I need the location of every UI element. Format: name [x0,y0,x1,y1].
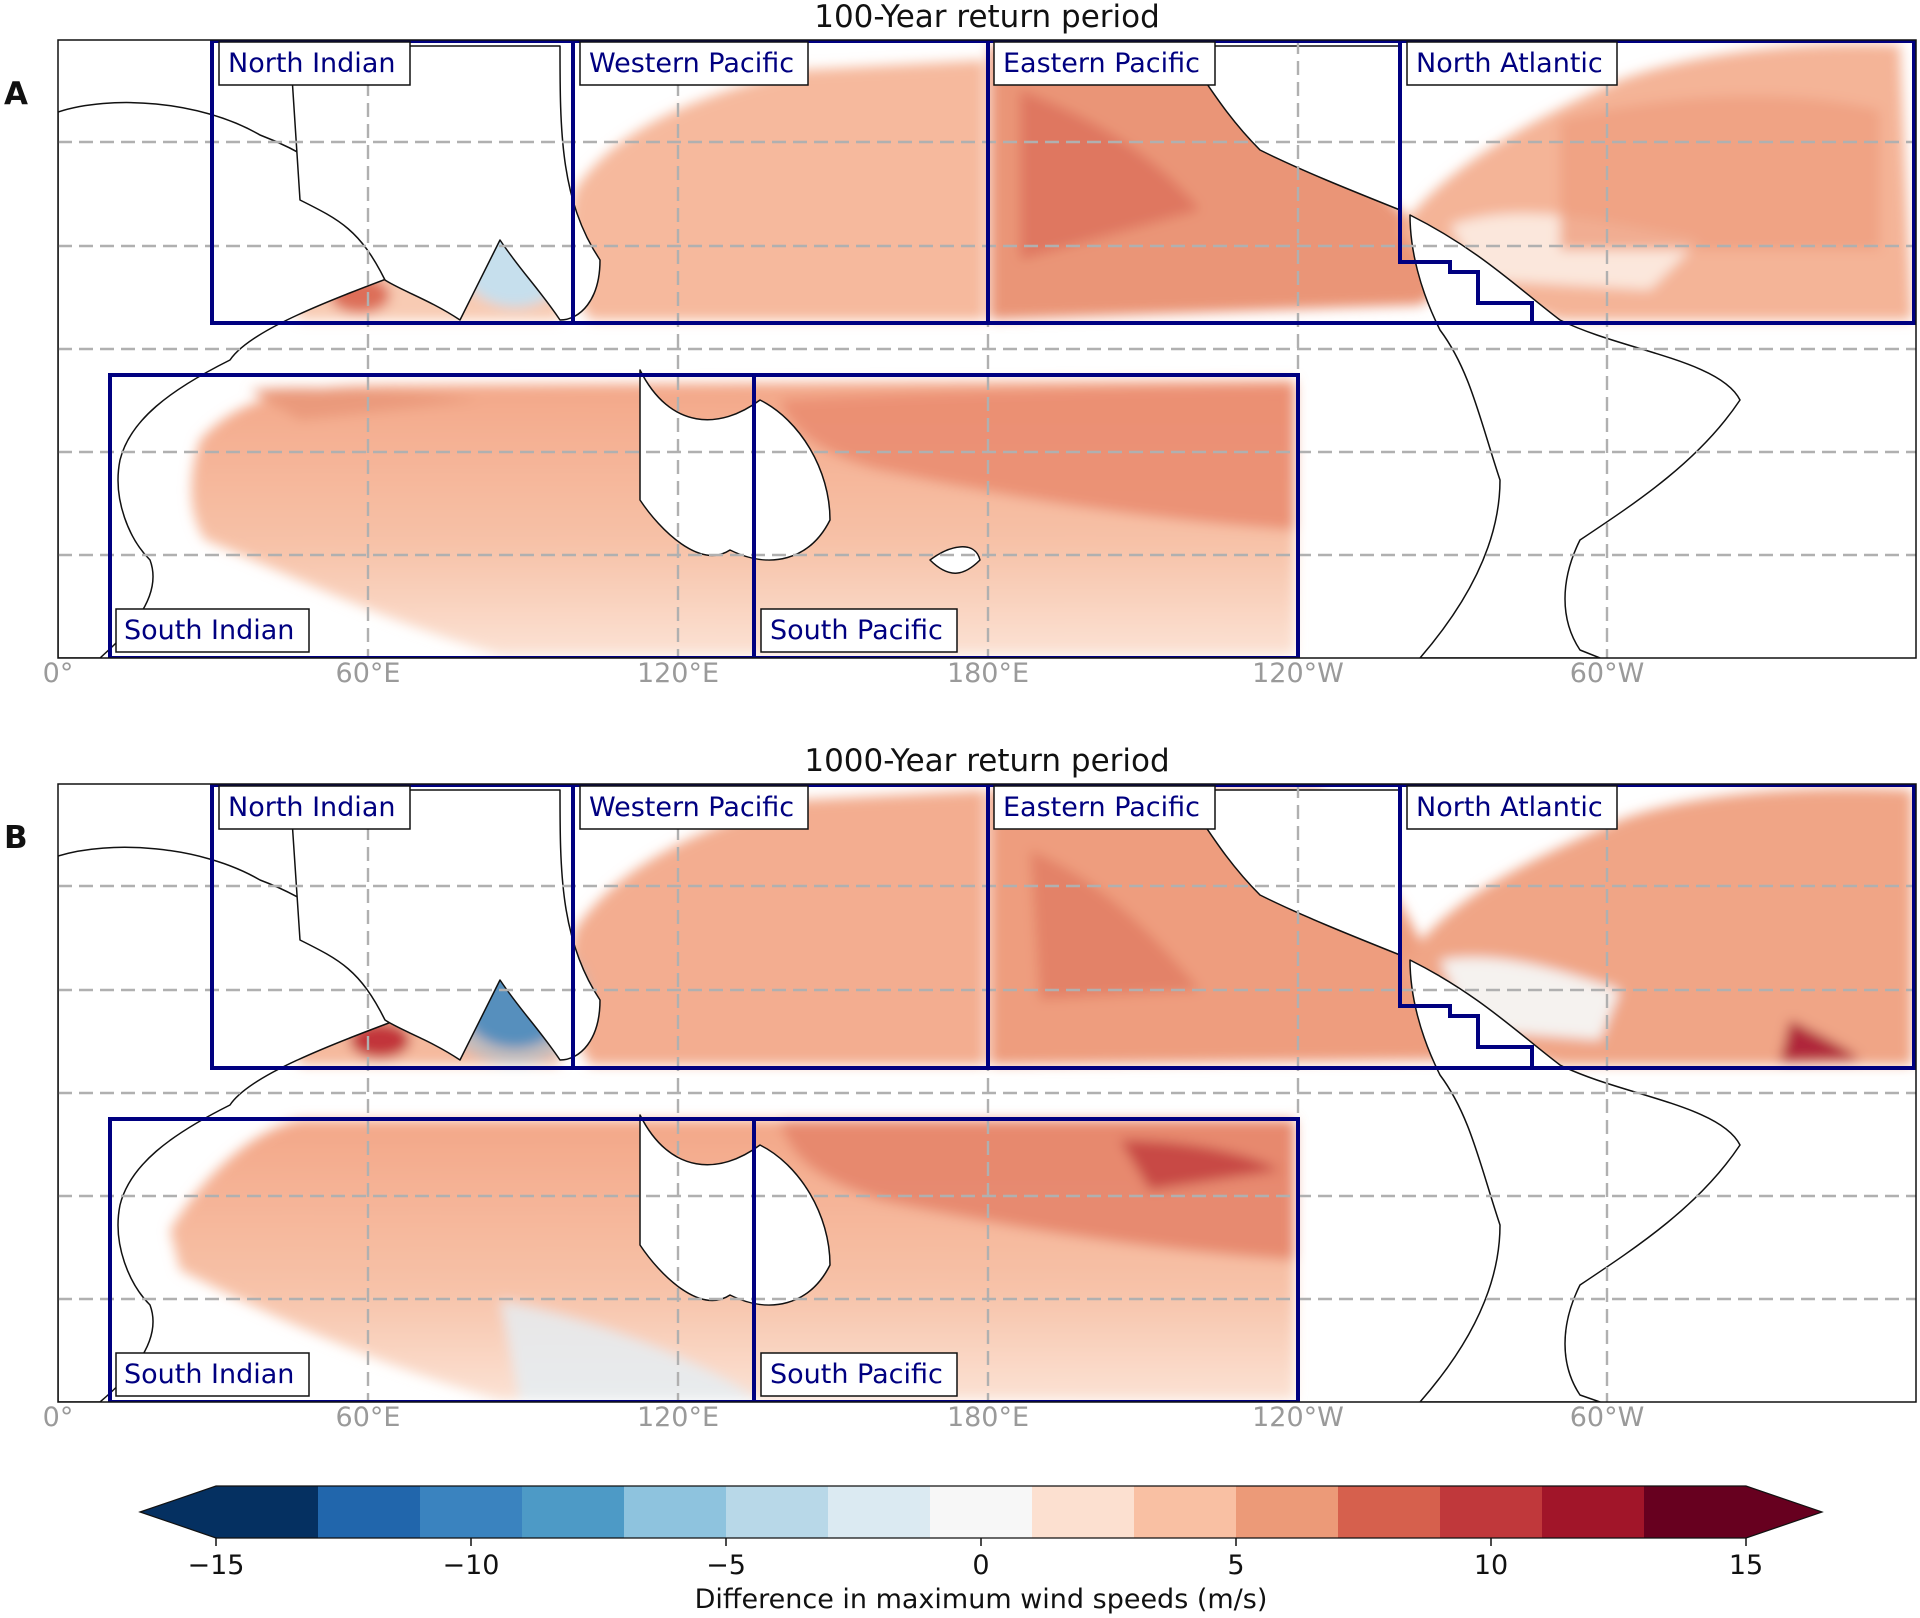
colorbar-tick-label: −5 [706,1550,746,1581]
panel-a-lon-ticks: 0° 60°E 120°E 180°E 120°W 60°W [43,658,1645,689]
label-south-pacific: South Pacific [770,1359,943,1390]
panel-b: 1000-Year return period B [4,743,1917,1433]
colorbar-cell [1542,1486,1645,1538]
panel-a-basin-boxes [108,40,1916,658]
label-western-pacific: Western Pacific [589,48,794,79]
label-north-indian: North Indian [228,48,395,79]
panel-a-frame [57,39,1917,659]
basin-box-north-atlantic [1400,40,1916,325]
colorbar-cell [318,1486,421,1538]
tick-120w: 120°W [1252,1402,1344,1433]
colorbar-cell [1338,1486,1441,1538]
label-eastern-pacific: Eastern Pacific [1003,48,1200,79]
panel-a-title: 100-Year return period [814,0,1160,35]
panel-a-map: North Indian Western Pacific Eastern Pac… [58,40,1916,658]
panel-a-land [58,45,1741,658]
panel-b-basin-labels: North Indian Western Pacific Eastern Pac… [115,785,1618,1397]
colorbar-cell [930,1486,1033,1538]
colorbar-cell [624,1486,727,1538]
panel-b-letter: B [4,820,28,856]
panel-b-basin-boxes [108,784,1916,1402]
colorbar-cell [1134,1486,1237,1538]
colorbar-ticks: −15 −10 −5 0 5 10 15 [188,1538,1763,1581]
label-south-pacific: South Pacific [770,615,943,646]
label-south-indian: South Indian [124,615,294,646]
label-north-indian: North Indian [228,792,395,823]
label-western-pacific: Western Pacific [589,792,794,823]
tick-0: 0° [43,1402,74,1433]
colorbar-cell [1032,1486,1135,1538]
colorbar-extend-left [140,1486,216,1538]
tick-60w: 60°W [1570,658,1645,689]
panel-b-title: 1000-Year return period [804,743,1169,779]
panel-b-frame [57,783,1917,1403]
panel-b-lon-ticks: 0° 60°E 120°E 180°E 120°W 60°W [43,1402,1645,1433]
panel-a: 100-Year return period A [4,0,1917,689]
basin-box-south-pacific [752,373,1300,658]
colorbar-label: Difference in maximum wind speeds (m/s) [695,1584,1268,1615]
colorbar-cell [828,1486,931,1538]
label-north-atlantic: North Atlantic [1416,792,1603,823]
colorbar-cell [1236,1486,1339,1538]
colorbar: −15 −10 −5 0 5 10 15 Difference in maximum win… [138,1485,1824,1615]
tick-120w: 120°W [1252,658,1344,689]
colorbar-cell [216,1486,319,1538]
label-south-indian: South Indian [124,1359,294,1390]
tick-120e: 120°E [637,658,719,689]
colorbar-tick-label: 0 [972,1550,989,1581]
panel-a-letter: A [4,76,28,112]
colorbar-cell [726,1486,829,1538]
colorbar-cell [522,1486,625,1538]
tick-60e: 60°E [336,1402,401,1433]
colorbar-cells [216,1486,1747,1538]
colorbar-cell [420,1486,523,1538]
basin-box-south-pacific [752,1117,1300,1402]
tick-0: 0° [43,658,74,689]
colorbar-cell [1440,1486,1543,1538]
colorbar-tick-label: −15 [188,1550,245,1581]
tick-180e: 180°E [947,658,1029,689]
colorbar-tick-label: −10 [443,1550,500,1581]
label-eastern-pacific: Eastern Pacific [1003,792,1200,823]
label-north-atlantic: North Atlantic [1416,48,1603,79]
panel-b-map: North Indian Western Pacific Eastern Pac… [58,784,1916,1402]
basin-box-north-atlantic [1400,784,1916,1070]
colorbar-tick-label: 15 [1729,1550,1763,1581]
colorbar-cell [1644,1486,1747,1538]
colorbar-tick-label: 5 [1227,1550,1244,1581]
colorbar-extend-right [1746,1486,1822,1538]
tick-60e: 60°E [336,658,401,689]
tick-180e: 180°E [947,1402,1029,1433]
tick-60w: 60°W [1570,1402,1645,1433]
panel-a-basin-labels: North Indian Western Pacific Eastern Pac… [115,41,1618,653]
colorbar-tick-label: 10 [1474,1550,1508,1581]
tick-120e: 120°E [637,1402,719,1433]
